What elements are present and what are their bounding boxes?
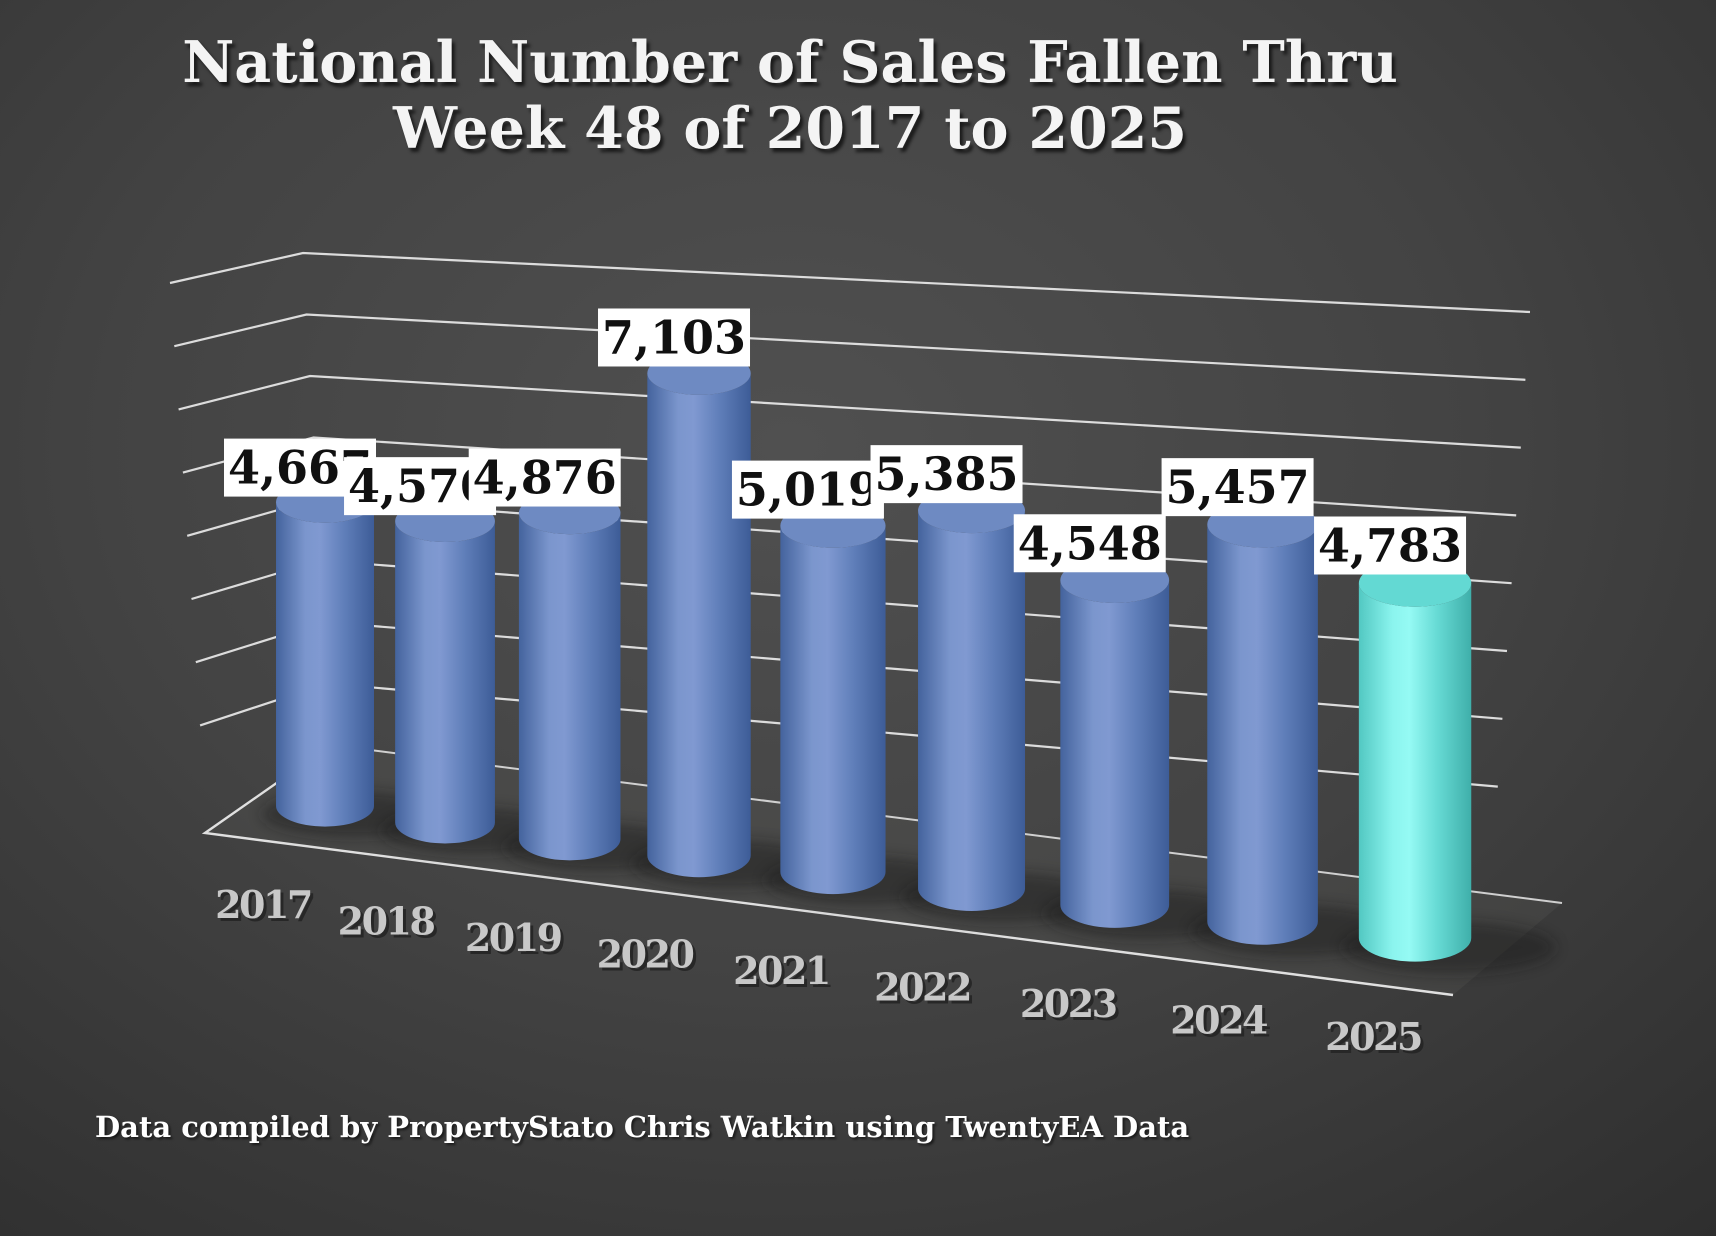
cylinder-body (1207, 524, 1318, 945)
value-label-text: 5,385 (875, 447, 1019, 501)
year-label-shadow: 2018 (341, 902, 438, 947)
cylinder-body (518, 512, 621, 861)
value-label-text: 4,783 (1318, 519, 1462, 573)
value-label-text: 7,103 (602, 310, 746, 364)
value-label-box (1161, 458, 1314, 517)
year-label-2024: 2024 (1170, 998, 1267, 1043)
gridline (169, 251, 1531, 314)
cylinder-2019 (518, 491, 621, 861)
value-label-text: 4,570 (348, 459, 492, 513)
cylinder-body (1358, 583, 1472, 962)
value-label-2020: 7,103 (598, 308, 751, 367)
cylinder-2020 (647, 351, 751, 878)
value-label-2023: 4,548 (1013, 514, 1166, 573)
value-label-2022: 5,385 (870, 445, 1023, 504)
year-label-shadow: 2017 (218, 885, 314, 930)
value-label-2019: 4,876 (468, 448, 621, 507)
value-label-box (468, 448, 621, 507)
year-label-shadow: 2025 (1328, 1017, 1424, 1062)
data-credit: Data compiled by PropertyStato Chris Wat… (95, 1110, 1190, 1144)
value-label-text: 4,876 (473, 451, 617, 505)
year-label-shadow: 2019 (468, 918, 565, 963)
chart-title-line2: Week 48 of 2017 to 2025 (392, 95, 1188, 162)
cylinder-2024 (1207, 501, 1318, 945)
year-label-2017: 2017 (215, 882, 311, 927)
cylinder-body (647, 373, 751, 878)
chart-title: National Number of Sales Fallen Thru Wee… (0, 30, 1580, 162)
cylinder-2017 (276, 481, 374, 827)
cylinder-body (276, 502, 374, 827)
value-label-text: 5,457 (1166, 460, 1310, 514)
value-label-2021: 5,019 (731, 460, 884, 519)
year-label-2025: 2025 (1325, 1014, 1421, 1059)
year-label-2020: 2020 (597, 932, 694, 977)
cylinder-body (1060, 580, 1170, 928)
cylinder-2025 (1358, 559, 1472, 962)
value-label-box (870, 445, 1023, 504)
cylinder-2021 (780, 503, 886, 895)
cylinder-body (918, 510, 1026, 911)
value-label-box (731, 460, 884, 519)
cylinder-2023 (1060, 557, 1170, 928)
year-label-2021: 2021 (733, 948, 829, 993)
year-label-2023: 2023 (1020, 981, 1117, 1026)
year-label-shadow: 2024 (1173, 1001, 1270, 1046)
gridline (174, 313, 1526, 381)
year-label-2022: 2022 (874, 965, 970, 1010)
value-label-box (598, 308, 751, 367)
value-label-2025: 4,783 (1314, 516, 1467, 575)
value-label-text: 4,548 (1018, 516, 1162, 570)
year-label-shadow: 2022 (877, 968, 973, 1013)
chart-title-line1: National Number of Sales Fallen Thru (182, 29, 1398, 96)
year-label-2019: 2019 (465, 915, 562, 960)
year-label-shadow: 2021 (736, 951, 832, 996)
gridline (178, 374, 1521, 449)
value-label-2024: 5,457 (1161, 458, 1314, 517)
value-label-box (1013, 514, 1166, 573)
cylinder-2022 (918, 488, 1026, 911)
cylinder-2018 (395, 500, 495, 844)
cylinder-body (395, 521, 495, 844)
year-label-shadow: 2023 (1023, 984, 1120, 1029)
year-label-2018: 2018 (338, 899, 435, 944)
value-label-box (1314, 516, 1467, 575)
value-label-text: 5,019 (736, 463, 880, 517)
year-label-shadow: 2020 (600, 935, 697, 980)
cylinder-body (780, 525, 886, 895)
